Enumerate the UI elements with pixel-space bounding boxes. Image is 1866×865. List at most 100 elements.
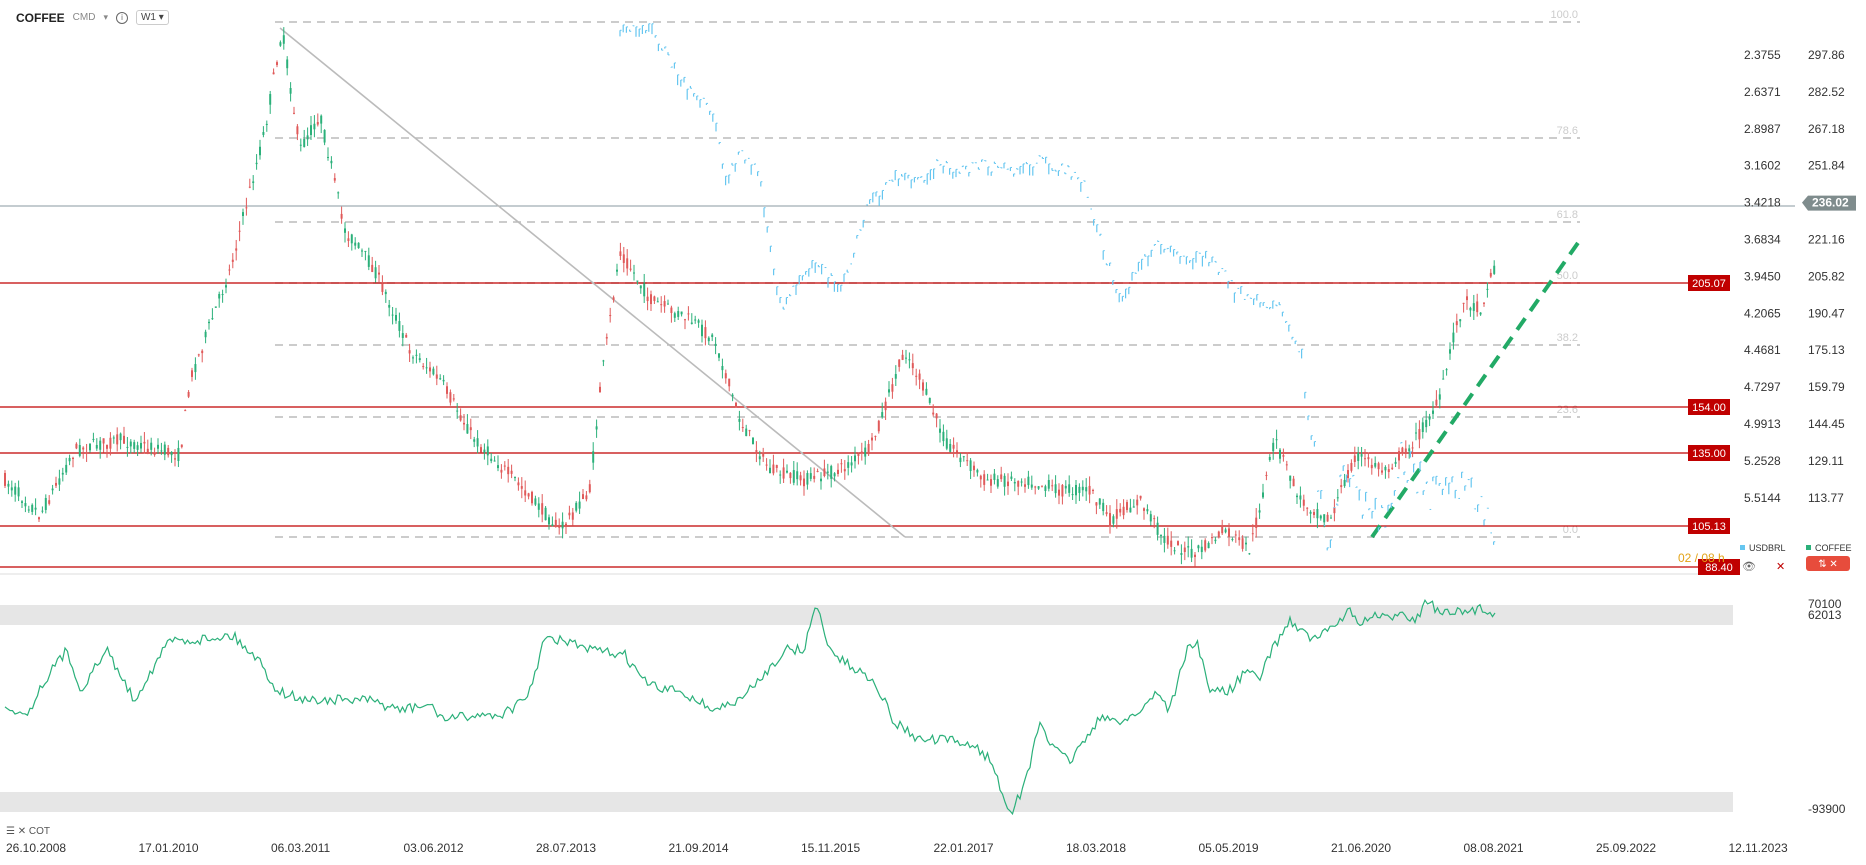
chevron-down-icon[interactable]: ▾ (103, 12, 108, 22)
candle-body (44, 497, 47, 510)
candle-body (1238, 537, 1241, 541)
candle-body (1299, 495, 1302, 500)
usdbrl-axis-label: 3.1602 (1744, 159, 1781, 173)
candle-body (1479, 312, 1482, 315)
fib-label: 61.8 (1557, 209, 1578, 221)
candle-body (1241, 538, 1244, 549)
x-axis-label: 17.01.2010 (139, 841, 199, 855)
close-icon[interactable]: ✕ (1776, 561, 1785, 573)
candle-body (357, 242, 360, 249)
candle-body (847, 462, 850, 468)
candle-body (721, 366, 724, 371)
usdbrl-axis-label: 2.3755 (1744, 48, 1781, 62)
settings-icon[interactable]: ☰ (6, 826, 15, 837)
candle-body (194, 364, 197, 373)
candle-body (1415, 432, 1417, 434)
cot-lower-band (0, 792, 1733, 812)
candle-body (344, 228, 346, 233)
candle-body (928, 397, 931, 403)
candle-body (201, 350, 204, 354)
candle-body (622, 254, 625, 263)
coffee-controls-badge[interactable] (1806, 556, 1850, 571)
candle-body (1265, 474, 1268, 476)
candle-body (1316, 509, 1319, 519)
candle-body (7, 483, 10, 487)
candle-body (129, 441, 132, 447)
candle-body (619, 251, 622, 256)
candle-body (1398, 451, 1400, 461)
candle-body (1020, 481, 1023, 483)
candle-body (1472, 303, 1475, 311)
candle-body (1279, 449, 1281, 459)
candle-body (330, 160, 333, 164)
candle-body (993, 473, 996, 480)
timeframe-select[interactable]: W1 ▾ (135, 10, 169, 25)
candle-body (799, 475, 802, 481)
candle-body (51, 488, 54, 491)
candle-body (942, 431, 945, 442)
candle-body (1071, 494, 1074, 496)
candle-body (1330, 517, 1332, 519)
candle-body (1493, 265, 1496, 274)
candle-body (663, 301, 666, 307)
close-icon[interactable]: ⇅ ✕ (1818, 559, 1838, 570)
info-icon[interactable]: i (115, 11, 128, 24)
candle-body (595, 426, 598, 430)
candle-body (932, 412, 935, 415)
candle-body (918, 373, 921, 380)
candle-body (1234, 534, 1237, 536)
candle-body (1428, 416, 1431, 420)
candle-body (286, 59, 289, 69)
chart-header: COFFEE CMD ▾ i W1 ▾ (16, 10, 169, 25)
candle-body (245, 207, 248, 209)
candle-body (167, 447, 170, 456)
candle-body (894, 374, 897, 379)
candle-body (1445, 369, 1448, 371)
x-axis-label: 21.09.2014 (669, 841, 729, 855)
candle-body (157, 444, 159, 449)
candle-body (1425, 419, 1428, 428)
candle-body (826, 471, 829, 473)
x-axis-label: 05.05.2019 (1199, 841, 1259, 855)
candle-body (1486, 288, 1489, 290)
candle-body (133, 442, 136, 449)
candle-body (65, 464, 68, 473)
candle-body (493, 460, 496, 462)
cot-indicator-label[interactable]: ☰ ✕ COT (6, 826, 50, 837)
candle-body (769, 467, 771, 474)
candle-body (1194, 554, 1196, 558)
candle-body (146, 448, 149, 453)
usdbrl-axis-label: 4.2065 (1744, 306, 1781, 320)
candle-body (384, 291, 387, 295)
candle-body (289, 88, 292, 94)
candle-body (952, 444, 955, 449)
candle-body (1268, 456, 1271, 460)
candle-body (279, 42, 282, 46)
candle-body (350, 234, 353, 244)
candle-body (609, 315, 612, 317)
candle-body (915, 375, 918, 377)
candle-body (1469, 307, 1472, 311)
candle-body (752, 437, 754, 445)
candle-body (531, 491, 533, 504)
candle-body (656, 301, 659, 303)
usdbrl-axis-label: 3.4218 (1744, 196, 1781, 210)
candle-body (463, 422, 465, 425)
candle-body (820, 478, 822, 482)
candle-body (78, 445, 81, 456)
candle-body (558, 526, 561, 528)
symbol-label[interactable]: COFFEE (16, 10, 65, 25)
level-value: 205.07 (1692, 278, 1726, 290)
eye-icon[interactable]: 👁 (1742, 561, 1756, 573)
cot-line (4, 598, 1496, 816)
candle-body (1442, 378, 1445, 380)
candle-body (153, 452, 156, 455)
candle-body (497, 465, 499, 469)
candle-body (1034, 486, 1037, 488)
x-axis-label: 28.07.2013 (536, 841, 596, 855)
candle-body (816, 470, 819, 472)
candle-body (476, 438, 479, 447)
candle-body (582, 494, 584, 500)
close-icon[interactable]: ✕ (17, 826, 27, 837)
